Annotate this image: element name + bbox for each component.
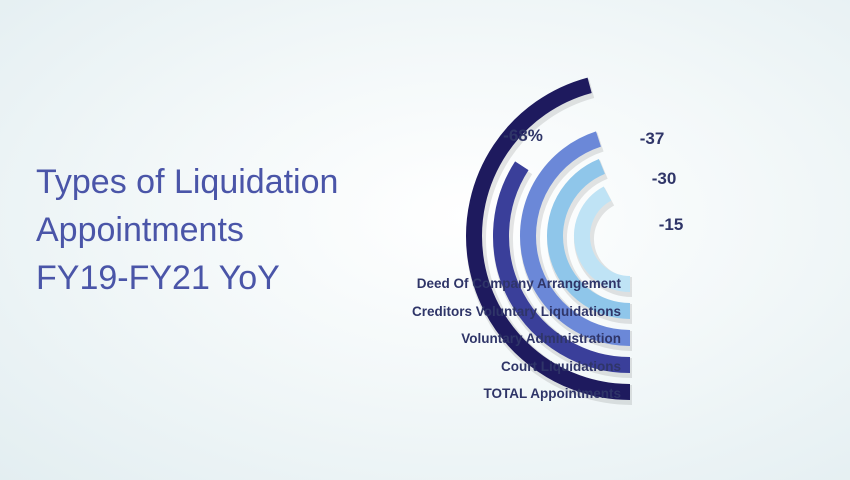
radial-bar-5: [574, 186, 631, 292]
title-line-3: FY19-FY21 YoY: [36, 259, 280, 297]
chart-title: Types of Liquidation Appointments FY19-F…: [36, 158, 338, 302]
radial-bar-2: [493, 161, 631, 373]
category-label: Creditors Voluntary Liquidations: [412, 304, 621, 319]
category-label: Deed Of Company Arrangement: [417, 276, 622, 291]
value-label: -15: [659, 215, 684, 234]
category-label: Court Liquidations: [501, 359, 621, 374]
category-label: Voluntary Administration: [461, 331, 621, 346]
title-line-1: Types of Liquidation: [36, 163, 339, 201]
category-label: TOTAL Appointments: [484, 386, 622, 401]
value-label: -68%: [503, 126, 543, 145]
radial-bar-1: [466, 77, 631, 400]
radial-bar-3: [520, 131, 631, 346]
title-line-2: Appointments: [36, 211, 244, 249]
value-label: -30: [652, 169, 677, 188]
value-label: -37: [640, 129, 665, 148]
radial-bar-4: [547, 159, 631, 319]
